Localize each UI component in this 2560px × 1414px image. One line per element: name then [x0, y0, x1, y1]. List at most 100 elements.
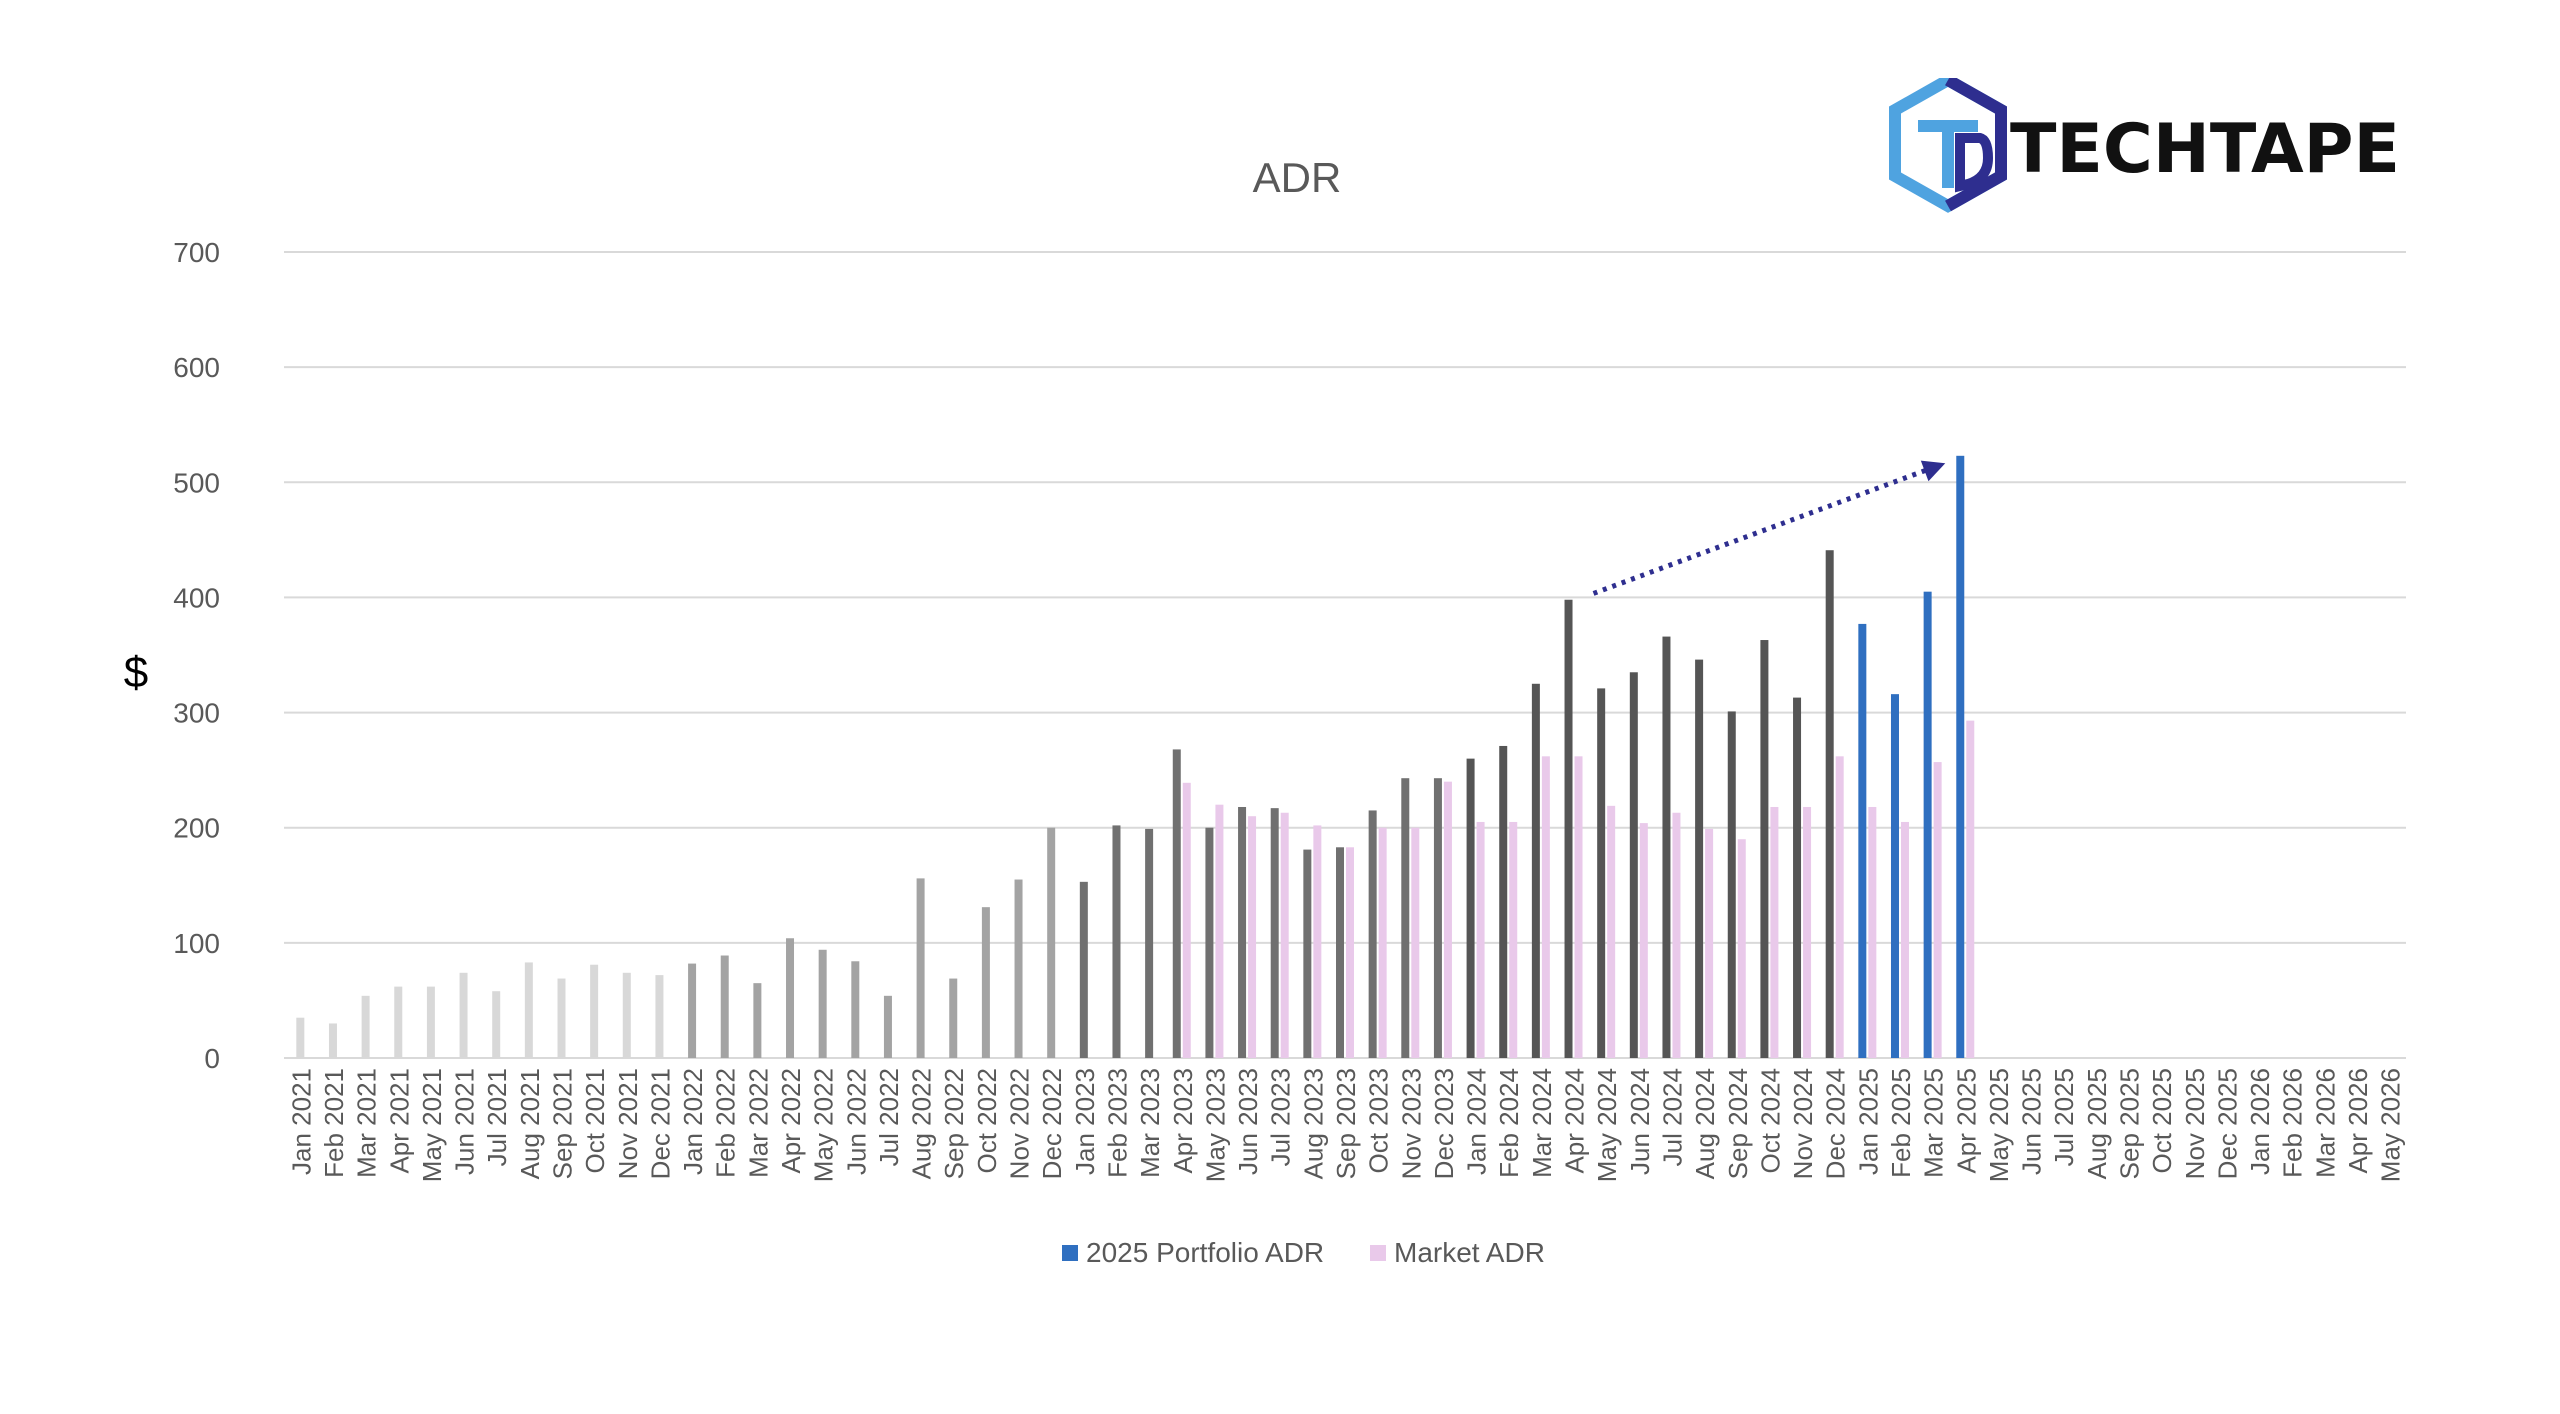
bar-market — [1770, 806, 1779, 1058]
bar-portfolio — [1662, 636, 1671, 1058]
x-tick-label: Apr 2023 — [1168, 1068, 1198, 1174]
bar-portfolio — [296, 1017, 305, 1058]
x-tick-label: Dec 2024 — [1821, 1068, 1851, 1179]
bar-portfolio — [1145, 828, 1154, 1058]
legend: 2025 Portfolio ADR Market ADR — [1062, 1237, 1545, 1268]
legend-swatch-portfolio-2025 — [1062, 1245, 1078, 1261]
bar-portfolio — [1401, 778, 1410, 1058]
bar-market — [1672, 812, 1681, 1058]
x-tick-label: Jul 2024 — [1657, 1068, 1687, 1166]
y-tick-label: 200 — [173, 813, 220, 844]
x-tick-label: Mar 2021 — [352, 1068, 382, 1178]
x-tick-label: Oct 2022 — [972, 1068, 1002, 1174]
bar-portfolio — [1695, 659, 1704, 1058]
bar-portfolio-2025 — [1956, 455, 1965, 1058]
bar-portfolio — [1760, 640, 1769, 1058]
bar-portfolio — [590, 964, 599, 1058]
bar-portfolio — [1079, 881, 1088, 1058]
bar-portfolio — [786, 938, 795, 1058]
legend-label-portfolio-2025: 2025 Portfolio ADR — [1086, 1237, 1324, 1268]
bar-market — [1705, 828, 1714, 1058]
x-tick-label: Jan 2022 — [678, 1068, 708, 1175]
y-tick-label: 100 — [173, 928, 220, 959]
bar-portfolio — [720, 955, 729, 1058]
x-tick-label: Jul 2023 — [1266, 1068, 1296, 1166]
techtape-logo: TECHTAPE — [1888, 73, 2408, 213]
bars — [296, 455, 1975, 1058]
bar-portfolio — [328, 1023, 337, 1058]
bar-portfolio — [916, 878, 925, 1058]
bar-portfolio — [1629, 672, 1638, 1058]
x-tick-label: May 2026 — [2376, 1068, 2406, 1182]
x-tick-label: Feb 2026 — [2278, 1068, 2308, 1178]
bar-market — [1476, 821, 1485, 1058]
x-tick-label: Dec 2025 — [2212, 1068, 2242, 1179]
bar-portfolio — [1531, 683, 1540, 1058]
x-tick-label: Jan 2023 — [1070, 1068, 1100, 1175]
bar-portfolio — [1564, 599, 1573, 1058]
bar-market — [1248, 816, 1257, 1058]
bar-market — [1509, 821, 1518, 1058]
x-tick-label: Mar 2022 — [743, 1068, 773, 1178]
bar-market — [1607, 805, 1616, 1058]
x-tick-label: Mar 2024 — [1527, 1068, 1557, 1178]
bar-market — [1966, 720, 1975, 1058]
x-tick-label: Jun 2021 — [450, 1068, 480, 1175]
x-tick-label: Mar 2023 — [1135, 1068, 1165, 1178]
bar-portfolio — [1466, 758, 1475, 1058]
x-tick-label: Feb 2023 — [1102, 1068, 1132, 1178]
x-tick-label: Apr 2024 — [1560, 1068, 1590, 1174]
x-tick-label: Aug 2024 — [1690, 1068, 1720, 1179]
x-tick-label: Jan 2026 — [2245, 1068, 2275, 1175]
bar-market — [1182, 782, 1191, 1058]
bar-portfolio — [1270, 808, 1279, 1058]
bar-portfolio — [1205, 827, 1214, 1058]
bar-market — [1933, 762, 1942, 1058]
x-tick-label: Jan 2021 — [286, 1068, 316, 1175]
y-tick-label: 600 — [173, 352, 220, 383]
bar-portfolio — [1112, 825, 1121, 1058]
x-tick-label: Sep 2025 — [2115, 1068, 2145, 1179]
x-tick-label: Oct 2021 — [580, 1068, 610, 1174]
x-tick-label: Apr 2025 — [1951, 1068, 1981, 1174]
bar-market — [1443, 781, 1452, 1058]
bar-portfolio — [949, 978, 958, 1058]
y-tick-labels: 0 100 200 300 400 500 600 700 — [173, 237, 220, 1074]
logo-wordmark: TECHTAPE — [2010, 110, 2400, 189]
bar-market — [1900, 821, 1909, 1058]
x-tick-label: May 2022 — [809, 1068, 839, 1182]
trend-arrow — [1592, 460, 1946, 596]
x-tick-label: Feb 2022 — [711, 1068, 741, 1178]
bar-portfolio-2025 — [1923, 591, 1932, 1058]
bar-portfolio — [557, 978, 566, 1058]
trend-arrow-line — [1592, 465, 1933, 596]
bar-portfolio — [1238, 806, 1247, 1058]
x-tick-label: Aug 2023 — [1298, 1068, 1328, 1179]
x-tick-label: May 2024 — [1592, 1068, 1622, 1182]
bar-portfolio — [1597, 688, 1606, 1058]
y-tick-label: 0 — [204, 1043, 220, 1074]
bar-portfolio — [1047, 827, 1056, 1058]
x-tick-label: Mar 2025 — [1919, 1068, 1949, 1178]
x-tick-label: Jul 2025 — [2049, 1068, 2079, 1166]
bar-market — [1835, 756, 1844, 1058]
bar-portfolio — [688, 963, 697, 1058]
bar-market — [1639, 823, 1648, 1058]
bar-portfolio — [361, 995, 370, 1058]
x-tick-label: Aug 2025 — [2082, 1068, 2112, 1179]
bar-portfolio — [524, 962, 533, 1058]
x-tick-label: May 2025 — [1984, 1068, 2014, 1182]
bar-portfolio — [818, 949, 827, 1058]
y-axis-label: $ — [124, 648, 148, 697]
bar-portfolio — [1368, 810, 1377, 1058]
x-tick-label: Jan 2024 — [1462, 1068, 1492, 1175]
x-tick-label: Apr 2022 — [776, 1068, 806, 1174]
y-tick-label: 700 — [173, 237, 220, 268]
x-tick-label: Apr 2026 — [2343, 1068, 2373, 1174]
x-tick-label: Dec 2021 — [645, 1068, 675, 1179]
x-tick-label: Jun 2023 — [1233, 1068, 1263, 1175]
bar-portfolio-2025 — [1890, 694, 1899, 1058]
x-tick-label: Aug 2022 — [907, 1068, 937, 1179]
x-tick-label: Jun 2025 — [2017, 1068, 2047, 1175]
